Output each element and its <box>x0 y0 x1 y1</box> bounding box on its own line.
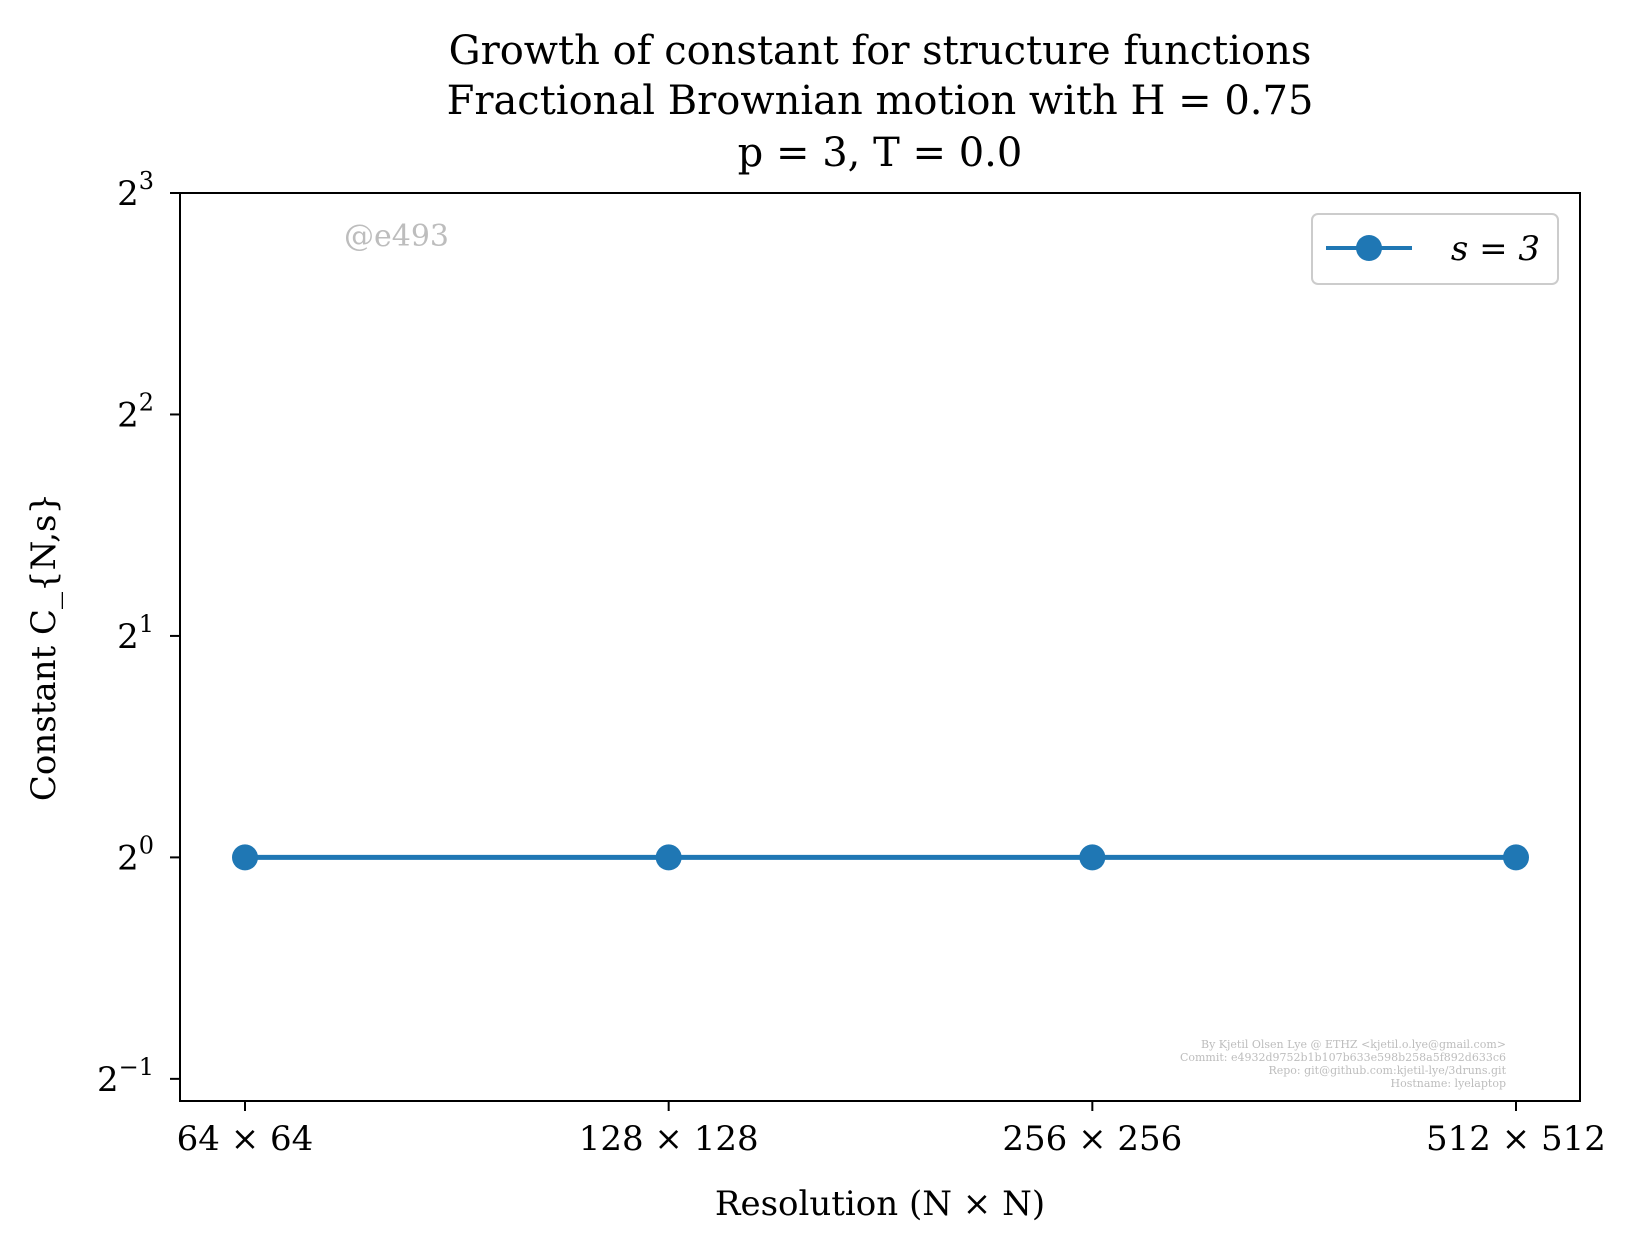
chart-title: Growth of constant for structure functio… <box>447 28 1314 176</box>
series-layer <box>232 844 1529 871</box>
y-tick-label: 21 <box>117 610 154 657</box>
title-line-3: p = 3, T = 0.0 <box>738 130 1023 176</box>
data-point <box>1503 844 1529 871</box>
data-point <box>655 844 682 871</box>
x-tick-label: 256 × 256 <box>1002 1119 1182 1159</box>
data-point <box>1079 844 1106 871</box>
legend-label: s = 3 <box>1451 229 1540 269</box>
x-axis-label: Resolution (N × N) <box>715 1184 1045 1224</box>
x-tick-label: 128 × 128 <box>579 1119 759 1159</box>
legend-box <box>1311 213 1559 285</box>
x-tick-label: 64 × 64 <box>177 1119 314 1159</box>
y-tick-label: 20 <box>117 831 154 878</box>
legend-marker <box>1356 235 1382 261</box>
y-tick-label: 2−1 <box>97 1053 154 1100</box>
data-point <box>232 844 258 871</box>
y-tick-label: 22 <box>117 388 154 435</box>
credit-line: Commit: e4932d9752b1b107b633e598b258a5f8… <box>1180 1051 1506 1064</box>
x-tick-label: 512 × 512 <box>1426 1119 1606 1159</box>
y-tick-label: 23 <box>117 167 154 214</box>
title-line-1: Growth of constant for structure functio… <box>449 28 1312 74</box>
credit-line: Hostname: lyelaptop <box>1390 1077 1506 1090</box>
y-axis-label: Constant C_{N,s} <box>24 493 64 801</box>
credit-line: Repo: git@github.com:kjetil-lye/3druns.g… <box>1268 1064 1506 1077</box>
credits-block: By Kjetil Olsen Lye @ ETHZ <kjetil.o.lye… <box>1180 1038 1507 1090</box>
y-axis: 2−1 20 21 22 23 <box>97 167 180 1100</box>
legend: s = 3 <box>1311 213 1559 285</box>
title-line-2: Fractional Brownian motion with H = 0.75 <box>447 78 1314 124</box>
watermark-text: @e493 <box>344 219 449 254</box>
x-axis: 64 × 64 128 × 128 256 × 256 512 × 512 <box>177 1101 1606 1159</box>
credit-line: By Kjetil Olsen Lye @ ETHZ <kjetil.o.lye… <box>1201 1038 1506 1051</box>
plot-area <box>179 192 1581 1102</box>
